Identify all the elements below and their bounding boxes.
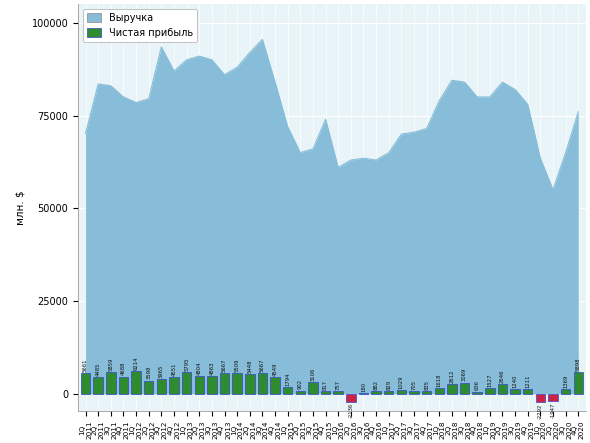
Text: 4485: 4485	[96, 363, 101, 376]
Bar	[548, 394, 558, 401]
Text: -2292: -2292	[538, 404, 543, 419]
Text: 882: 882	[373, 379, 379, 389]
Text: 3106: 3106	[310, 368, 316, 381]
Bar	[561, 389, 571, 394]
Bar	[195, 376, 204, 394]
Text: 5448: 5448	[247, 359, 253, 373]
Bar	[510, 389, 520, 394]
Bar	[93, 377, 103, 394]
Bar	[422, 391, 431, 394]
Y-axis label: млн. $: млн. $	[16, 190, 26, 225]
Bar	[245, 374, 254, 394]
Bar	[156, 379, 166, 394]
Text: 6214: 6214	[133, 356, 139, 370]
Bar	[283, 387, 293, 394]
Text: 1369: 1369	[563, 374, 568, 388]
Text: 5898: 5898	[576, 358, 581, 371]
Text: 2612: 2612	[450, 369, 454, 383]
Text: 705: 705	[412, 380, 417, 390]
Bar	[81, 373, 90, 394]
Bar	[207, 376, 217, 394]
Bar	[371, 391, 381, 394]
Bar	[498, 384, 507, 394]
Text: 1211: 1211	[525, 375, 530, 389]
Text: 3069: 3069	[462, 368, 467, 381]
Text: 5509: 5509	[235, 359, 240, 373]
Bar	[232, 373, 242, 394]
Text: 4863: 4863	[209, 361, 214, 375]
Text: 1240: 1240	[513, 375, 517, 388]
Text: 835: 835	[424, 380, 429, 390]
Text: 1794: 1794	[285, 373, 290, 386]
Text: 2646: 2646	[500, 369, 505, 383]
Text: 4804: 4804	[197, 361, 202, 375]
Text: 4551: 4551	[172, 362, 176, 376]
Text: 829: 829	[386, 380, 391, 390]
Bar	[447, 384, 457, 394]
Bar	[333, 391, 343, 394]
Bar	[321, 391, 330, 394]
Bar	[144, 381, 153, 394]
Text: 1029: 1029	[399, 376, 404, 389]
Text: 5795: 5795	[184, 358, 189, 371]
Bar	[270, 377, 280, 394]
Bar	[220, 373, 230, 394]
Legend: Выручка, Чистая прибыль: Выручка, Чистая прибыль	[83, 9, 197, 42]
Bar	[573, 372, 583, 394]
Text: 5661: 5661	[83, 358, 88, 372]
Bar	[346, 394, 356, 402]
Text: 4549: 4549	[273, 362, 277, 376]
Bar	[119, 377, 128, 394]
Bar	[106, 372, 116, 394]
Bar	[396, 390, 406, 394]
Bar	[359, 393, 368, 394]
Text: 3598: 3598	[146, 366, 151, 380]
Bar	[296, 391, 305, 394]
Text: 4688: 4688	[121, 362, 126, 375]
Bar	[460, 382, 469, 394]
Text: 5667: 5667	[260, 358, 265, 372]
Bar	[485, 388, 494, 394]
Bar	[473, 392, 482, 394]
Bar	[308, 382, 317, 394]
Bar	[132, 371, 141, 394]
Text: 757: 757	[336, 380, 341, 390]
Text: 636: 636	[475, 381, 480, 390]
Text: 817: 817	[323, 380, 328, 390]
Bar	[435, 388, 444, 394]
Text: 3965: 3965	[159, 365, 164, 378]
Bar	[258, 373, 267, 394]
Text: 5667: 5667	[222, 358, 227, 372]
Bar	[536, 394, 545, 402]
Bar	[523, 389, 532, 394]
Text: 5859: 5859	[109, 358, 113, 371]
Text: -1947: -1947	[550, 402, 556, 418]
Text: 1618: 1618	[437, 373, 442, 387]
Bar	[182, 373, 191, 394]
Bar	[384, 391, 394, 394]
Text: 180: 180	[361, 382, 366, 392]
Text: 902: 902	[298, 379, 303, 389]
Text: -2136: -2136	[348, 403, 353, 418]
Bar	[409, 391, 419, 394]
Text: 1527: 1527	[487, 373, 492, 387]
Bar	[169, 377, 179, 394]
